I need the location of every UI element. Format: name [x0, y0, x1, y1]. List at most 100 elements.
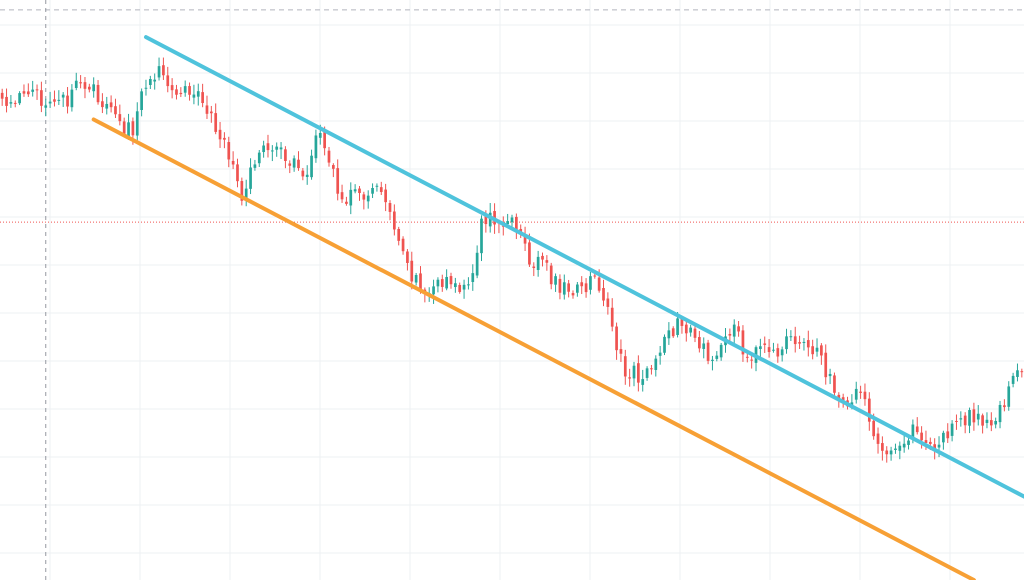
candle [671, 326, 675, 338]
candle [148, 75, 152, 90]
candle [183, 80, 187, 97]
candle-body [911, 424, 915, 440]
candle-body [135, 111, 139, 136]
candle [48, 91, 52, 108]
upper-trendline[interactable] [143, 35, 1024, 499]
candle [340, 184, 344, 203]
candle-body [554, 276, 557, 285]
candle [889, 446, 893, 461]
candle [310, 149, 313, 180]
candle [297, 151, 300, 171]
candle [867, 392, 871, 431]
candle-body [806, 340, 810, 348]
candle [1016, 363, 1019, 382]
candle-body [1011, 375, 1015, 384]
candle [440, 274, 444, 292]
candle-body [406, 251, 409, 263]
candle-body [262, 145, 265, 153]
candle [349, 182, 353, 215]
candle-body [467, 284, 470, 286]
candle [410, 251, 414, 290]
candle-body [815, 347, 819, 352]
candle-body [397, 228, 401, 241]
candle-body [959, 418, 963, 420]
candle-body [602, 288, 605, 301]
candle [101, 93, 104, 114]
candle [305, 165, 309, 185]
candle-body [157, 66, 161, 78]
candle [275, 142, 279, 157]
candle [698, 330, 701, 353]
candle-body [440, 279, 444, 287]
candle [898, 441, 902, 460]
candle-body [331, 165, 335, 169]
candle [881, 436, 884, 461]
candle-body [318, 132, 322, 138]
candle-body [131, 121, 135, 136]
candle [257, 149, 261, 167]
candle-body [684, 324, 688, 334]
candle [196, 83, 200, 106]
candle-body [920, 432, 923, 441]
candle [170, 78, 174, 99]
candle-body [711, 359, 714, 361]
candle-body [981, 415, 984, 426]
candle [0, 88, 4, 106]
candle [214, 103, 218, 135]
candle [833, 372, 836, 398]
candle [885, 446, 889, 463]
candle-body [310, 155, 313, 178]
candle [1003, 399, 1006, 412]
candle [205, 95, 209, 119]
candle [650, 364, 653, 375]
candle [942, 430, 945, 450]
candle-body [284, 149, 287, 161]
candle [362, 191, 366, 210]
candle-body [541, 255, 544, 260]
candle-body [589, 276, 592, 290]
candle [628, 368, 632, 387]
candle [231, 151, 235, 170]
candle [741, 325, 745, 362]
candle [471, 264, 475, 291]
candle-body [74, 80, 78, 88]
candle-body [362, 194, 366, 200]
candle [580, 276, 584, 295]
candle-body [663, 336, 666, 353]
candle [715, 351, 719, 362]
lower-trendline[interactable] [91, 117, 976, 580]
candle-body [101, 101, 104, 108]
candle [162, 57, 165, 80]
candle-body [994, 420, 998, 425]
candle-body [741, 330, 745, 355]
candle-body [898, 445, 902, 451]
candle [989, 412, 993, 432]
candle [445, 269, 448, 291]
candle-body [53, 99, 56, 102]
candle [641, 369, 645, 392]
candle [545, 255, 549, 271]
candle [480, 215, 483, 262]
candle-body [366, 195, 370, 202]
candle-body [885, 450, 889, 455]
candle-body [297, 159, 300, 169]
candle-body [767, 347, 771, 352]
candle [53, 90, 56, 107]
candle [562, 274, 566, 300]
candle [192, 84, 196, 105]
candle [654, 355, 658, 377]
candle [188, 82, 191, 101]
candle-body [610, 307, 614, 327]
candle-body [26, 91, 30, 95]
candle-body [942, 432, 945, 443]
candle-body [392, 211, 396, 230]
candle [610, 298, 614, 332]
candle [785, 328, 788, 354]
candle-body [558, 278, 562, 293]
candle-body [153, 79, 157, 82]
candle [994, 417, 998, 429]
candle [541, 252, 544, 267]
